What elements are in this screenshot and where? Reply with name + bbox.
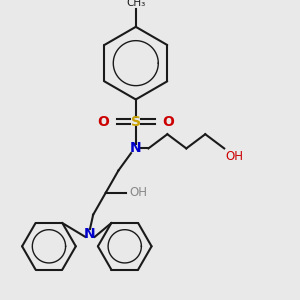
Text: OH: OH xyxy=(226,150,244,163)
Text: OH: OH xyxy=(130,186,148,199)
Text: N: N xyxy=(84,227,96,241)
Text: N: N xyxy=(130,141,142,155)
Text: O: O xyxy=(98,115,109,129)
Text: S: S xyxy=(131,115,141,129)
Text: O: O xyxy=(162,115,174,129)
Text: CH₃: CH₃ xyxy=(126,0,146,8)
